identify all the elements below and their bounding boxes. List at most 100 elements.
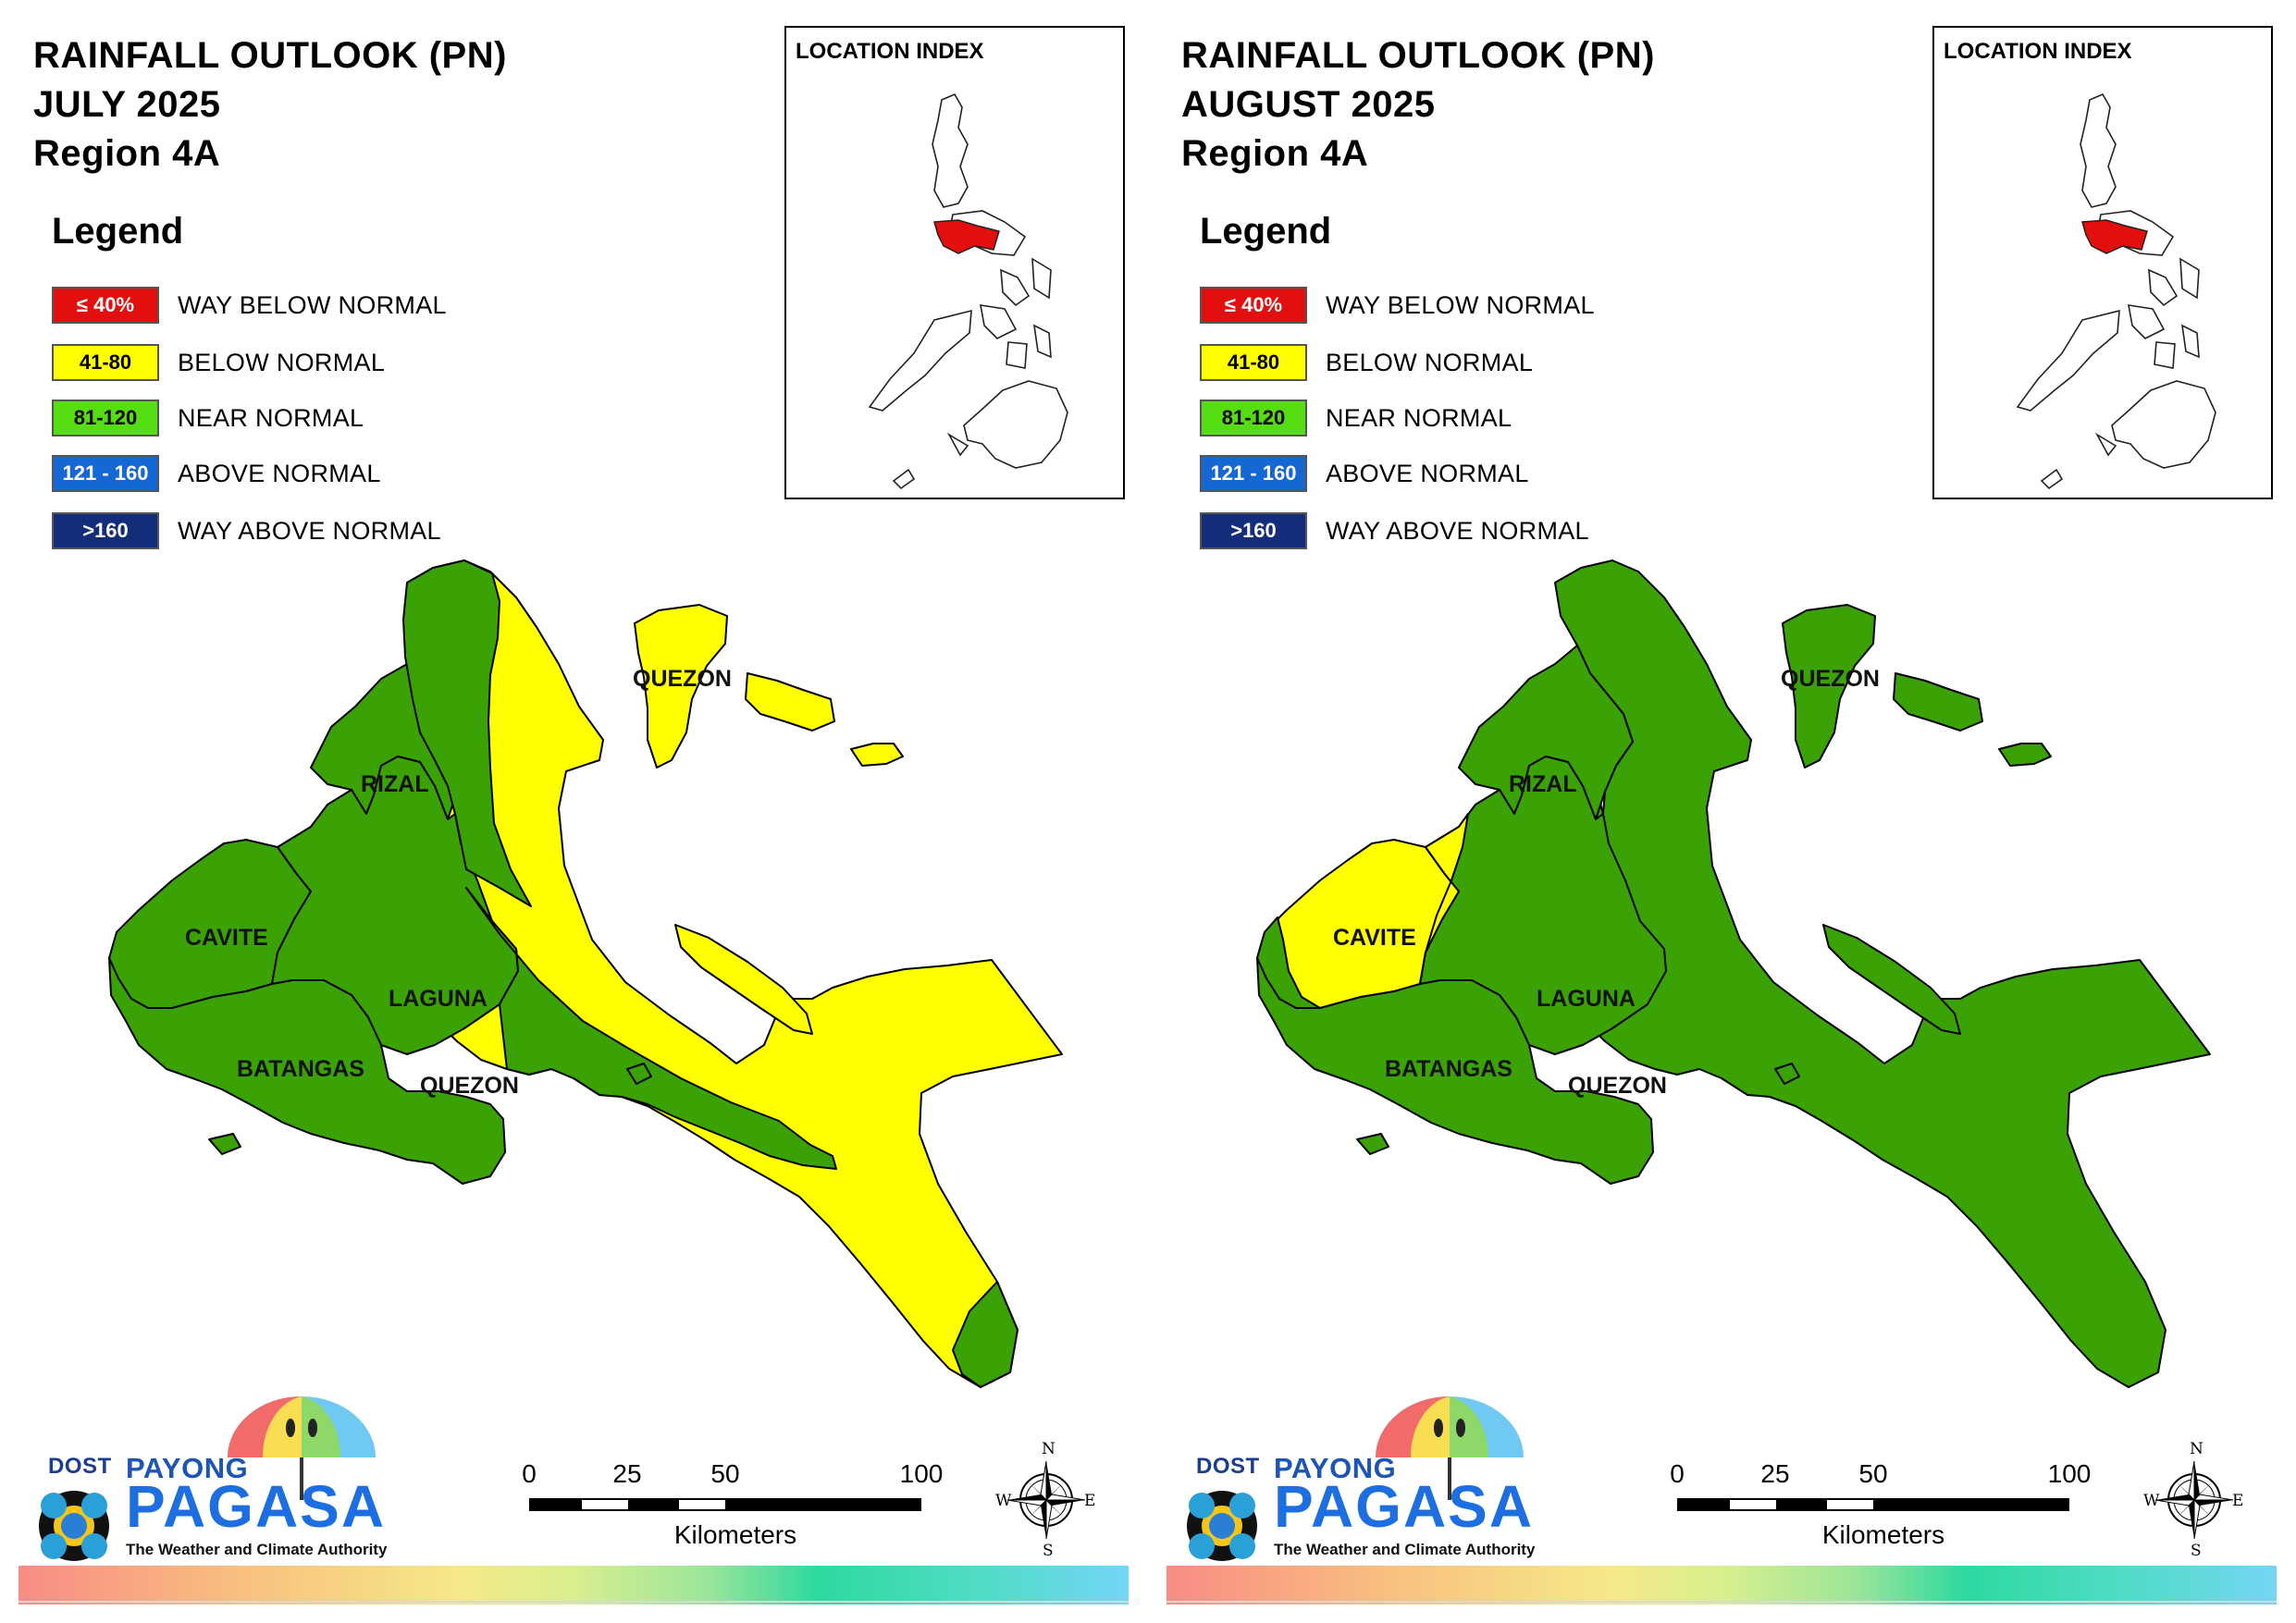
legend-swatch: 41-80 bbox=[1200, 344, 1307, 381]
legend-item-near: 81-120 NEAR NORMAL bbox=[1200, 396, 1512, 440]
province-label-quezon-north: QUEZON bbox=[1781, 666, 1880, 692]
legend-swatch: ≤ 40% bbox=[1200, 287, 1307, 324]
legend-item-way-above: >160 WAY ABOVE NORMAL bbox=[1200, 509, 1589, 553]
logo-tagline: The Weather and Climate Authority bbox=[126, 1541, 388, 1558]
province-label-batangas: BATANGAS bbox=[237, 1056, 364, 1082]
region-4a-rainfall-map: RIZAL CAVITE LAGUNA BATANGAS QUEZON QUEZ… bbox=[108, 559, 1063, 1388]
scale-tick: 100 bbox=[899, 1459, 944, 1488]
philippines-locator-map bbox=[868, 92, 1068, 490]
batangas-province-area bbox=[108, 957, 506, 1185]
province-label-laguna: LAGUNA bbox=[389, 986, 488, 1012]
legend-swatch: >160 bbox=[1200, 512, 1307, 549]
legend-item-below: 41-80 BELOW NORMAL bbox=[1200, 340, 1533, 385]
region-4a-highlight bbox=[2081, 219, 2148, 254]
scale-tick: 0 bbox=[1670, 1459, 1685, 1488]
laguna-yellow-edge bbox=[1419, 813, 1469, 985]
compass-n: N bbox=[1042, 1440, 1055, 1458]
title-line-month: AUGUST 2025 bbox=[1181, 84, 1436, 125]
north-arrow-compass-icon: N S E W bbox=[995, 1440, 1095, 1559]
province-label-rizal: RIZAL bbox=[361, 771, 429, 797]
footer-gradient-bar bbox=[19, 1566, 1129, 1605]
marinduque-strip bbox=[1822, 924, 1961, 1035]
legend-item-way-below: ≤ 40% WAY BELOW NORMAL bbox=[1200, 283, 1595, 327]
footer-divider bbox=[19, 1601, 1129, 1603]
quezon-coast-near-area bbox=[465, 887, 837, 1170]
logo-brand-main: PAGASA bbox=[1274, 1473, 1535, 1540]
scale-bar-segments bbox=[1677, 1498, 2069, 1511]
legend-item-below: 41-80 BELOW NORMAL bbox=[52, 340, 385, 385]
legend-label: BELOW NORMAL bbox=[1326, 348, 1534, 376]
island-east bbox=[850, 743, 904, 767]
province-label-cavite: CAVITE bbox=[1333, 925, 1416, 951]
legend-label: ABOVE NORMAL bbox=[1326, 459, 1529, 487]
batangas-province-area bbox=[1256, 957, 1654, 1185]
logo-brand-main: PAGASA bbox=[126, 1473, 387, 1540]
umbrella-icon bbox=[1187, 1396, 1524, 1561]
payong-pagasa-logo: DOST PAYONG PAGASA The Weather and Clima… bbox=[1181, 1387, 1551, 1563]
scale-bar-segments bbox=[529, 1498, 921, 1511]
compass-e: E bbox=[2232, 1492, 2243, 1510]
logo-agency: DOST bbox=[1196, 1454, 1260, 1479]
legend-label: WAY BELOW NORMAL bbox=[1326, 290, 1595, 319]
legend-swatch: 81-120 bbox=[52, 400, 159, 436]
legend-item-way-below: ≤ 40% WAY BELOW NORMAL bbox=[52, 283, 447, 327]
title-line-region: Region 4A bbox=[1181, 133, 1369, 174]
legend-swatch: 121 - 160 bbox=[1200, 455, 1307, 492]
logo-brand-top: PAYONG bbox=[126, 1452, 249, 1484]
scale-bar: 0 25 50 100 Kilometers bbox=[518, 1459, 944, 1561]
legend: Legend ≤ 40% WAY BELOW NORMAL 41-80 BELO… bbox=[1200, 211, 1595, 549]
location-index-inset: LOCATION INDEX bbox=[784, 26, 1125, 499]
legend-label: WAY ABOVE NORMAL bbox=[178, 516, 441, 545]
map-title: RAINFALL OUTLOOK (PN) JULY 2025 Region 4… bbox=[33, 31, 507, 178]
umbrella-icon bbox=[39, 1396, 376, 1561]
legend-item-near: 81-120 NEAR NORMAL bbox=[52, 396, 364, 440]
legend-label: WAY ABOVE NORMAL bbox=[1326, 516, 1589, 545]
scale-unit: Kilometers bbox=[1821, 1520, 1945, 1549]
map-title: RAINFALL OUTLOOK (PN) AUGUST 2025 Region… bbox=[1181, 31, 1655, 178]
province-label-quezon-north: QUEZON bbox=[633, 666, 732, 692]
polillo-island bbox=[634, 604, 728, 768]
province-label-rizal: RIZAL bbox=[1509, 771, 1577, 797]
title-line-outlook: RAINFALL OUTLOOK (PN) bbox=[1181, 35, 1655, 76]
title-line-region: Region 4A bbox=[33, 133, 221, 174]
legend-swatch: ≤ 40% bbox=[52, 287, 159, 324]
compass-w: W bbox=[2143, 1492, 2160, 1510]
scale-tick: 0 bbox=[522, 1459, 537, 1488]
scale-bar: 0 25 50 100 Kilometers bbox=[1666, 1459, 2092, 1561]
legend-title: Legend bbox=[52, 211, 184, 252]
small-island-w bbox=[1356, 1133, 1389, 1155]
legend-item-way-above: >160 WAY ABOVE NORMAL bbox=[52, 509, 441, 553]
logo-brand-top: PAYONG bbox=[1274, 1452, 1397, 1484]
legend-swatch: >160 bbox=[52, 512, 159, 549]
region-4a-highlight bbox=[933, 219, 1000, 254]
quezon-west-strip bbox=[402, 559, 532, 907]
province-label-batangas: BATANGAS bbox=[1385, 1056, 1512, 1082]
province-label-quezon: QUEZON bbox=[1568, 1073, 1667, 1099]
alabat-islands bbox=[745, 672, 835, 732]
small-island-c bbox=[1774, 1063, 1800, 1085]
small-island-c bbox=[626, 1063, 652, 1085]
scale-unit: Kilometers bbox=[673, 1520, 797, 1549]
legend-label: NEAR NORMAL bbox=[178, 403, 364, 432]
legend-title: Legend bbox=[1200, 211, 1332, 252]
province-label-quezon: QUEZON bbox=[420, 1073, 519, 1099]
legend: Legend ≤ 40% WAY BELOW NORMAL 41-80 BELO… bbox=[52, 211, 447, 549]
legend-swatch: 41-80 bbox=[52, 344, 159, 381]
inset-title: LOCATION INDEX bbox=[1944, 39, 2132, 64]
scale-tick: 100 bbox=[2047, 1459, 2092, 1488]
polillo-island bbox=[1782, 604, 1876, 768]
location-index-inset: LOCATION INDEX bbox=[1932, 26, 2273, 499]
province-label-cavite: CAVITE bbox=[185, 925, 268, 951]
north-arrow-compass-icon: N S E W bbox=[2143, 1440, 2243, 1559]
payong-pagasa-logo: DOST PAYONG PAGASA The Weather and Clima… bbox=[33, 1387, 403, 1563]
alabat-islands bbox=[1893, 672, 1983, 732]
scale-tick: 50 bbox=[1858, 1459, 1888, 1488]
title-line-outlook: RAINFALL OUTLOOK (PN) bbox=[33, 35, 507, 76]
inset-title: LOCATION INDEX bbox=[796, 39, 984, 64]
footer-gradient-bar bbox=[1167, 1566, 2277, 1605]
marinduque-strip bbox=[674, 924, 813, 1035]
title-line-month: JULY 2025 bbox=[33, 84, 221, 125]
logo-tagline: The Weather and Climate Authority bbox=[1274, 1541, 1536, 1558]
island-east bbox=[1998, 743, 2052, 767]
compass-e: E bbox=[1084, 1492, 1095, 1510]
